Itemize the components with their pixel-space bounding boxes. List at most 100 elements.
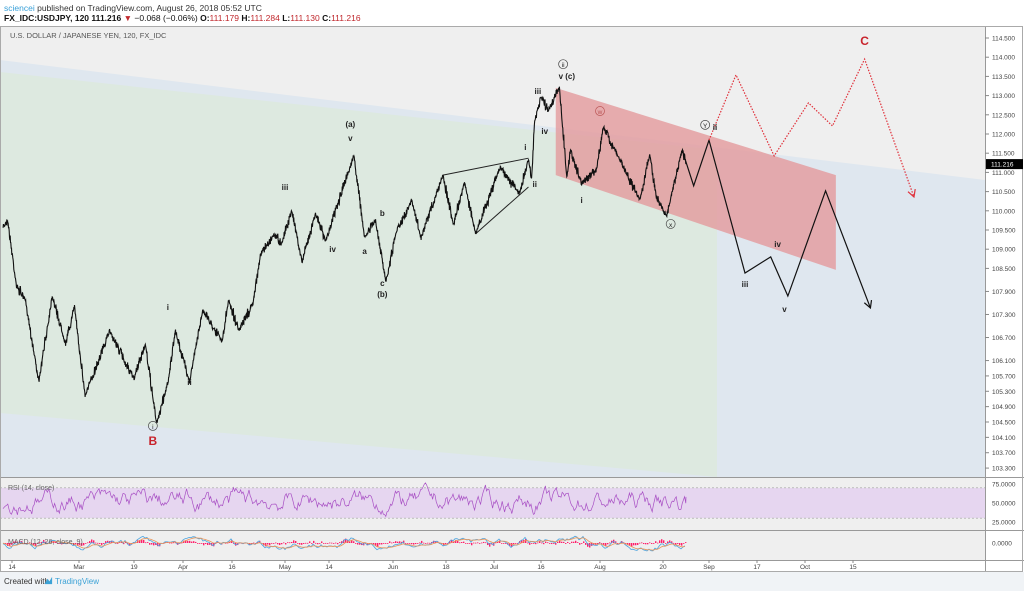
macd-histogram-bar <box>359 543 361 545</box>
macd-histogram-bar <box>77 543 79 546</box>
macd-histogram-bar <box>545 541 547 543</box>
close-label: C: <box>322 13 332 23</box>
macd-histogram-bar <box>205 543 207 545</box>
macd-pane[interactable] <box>0 531 985 560</box>
macd-histogram-bar <box>567 541 569 543</box>
macd-histogram-bar <box>149 543 151 545</box>
macd-histogram-bar <box>289 542 291 544</box>
macd-histogram-bar <box>155 543 157 545</box>
macd-histogram-bar <box>469 543 471 544</box>
publish-info: sciencei published on TradingView.com, A… <box>4 3 262 13</box>
macd-histogram-bar <box>355 543 357 544</box>
low-value: 111.130 <box>290 13 320 23</box>
macd-histogram-bar <box>105 541 107 543</box>
macd-histogram-bar <box>417 543 419 544</box>
macd-histogram-bar <box>649 542 651 544</box>
wave-label: iv <box>541 127 548 136</box>
macd-histogram-bar <box>33 543 35 546</box>
price-axis[interactable]: 114.500 114.000 113.500 113.000 112.500 112.0… <box>985 36 1023 473</box>
macd-histogram-bar <box>345 538 347 543</box>
macd-histogram-bar <box>425 543 427 544</box>
macd-histogram-bar <box>497 541 499 543</box>
macd-histogram-bar <box>195 541 197 543</box>
macd-histogram-bar <box>597 543 599 545</box>
macd-histogram-bar <box>191 541 193 543</box>
macd-histogram-bar <box>19 540 21 543</box>
macd-histogram-bar <box>377 543 379 547</box>
macd-histogram-bar <box>367 543 369 546</box>
wave-label: iii <box>282 183 289 192</box>
macd-histogram-bar <box>317 543 319 545</box>
wave-label: ii <box>187 378 191 387</box>
macd-histogram-bar <box>463 541 465 543</box>
rsi-tick-label: 25.0000 <box>992 520 1016 527</box>
macd-histogram-bar <box>295 540 297 543</box>
macd-histogram-bar <box>209 543 211 545</box>
macd-histogram-bar <box>83 543 85 546</box>
macd-histogram-bar <box>451 539 453 543</box>
time-tick-label: Jun <box>388 564 399 571</box>
macd-histogram-bar <box>461 542 463 543</box>
macd-histogram-bar <box>615 541 617 543</box>
price-tick-label: 113.500 <box>992 74 1015 81</box>
macd-histogram-bar <box>609 542 611 544</box>
macd-histogram-bar <box>533 543 535 544</box>
macd-histogram-bar <box>81 543 83 546</box>
macd-histogram-bar <box>531 543 533 544</box>
macd-histogram-bar <box>351 540 353 543</box>
macd-histogram-bar <box>299 543 301 545</box>
open-label: O: <box>200 13 210 23</box>
macd-histogram-bar <box>281 543 283 545</box>
macd-histogram-bar <box>13 541 15 543</box>
wave-label: i <box>167 303 169 312</box>
macd-histogram-bar <box>41 541 43 543</box>
macd-label: MACD (12, 26, close, 9) <box>8 539 83 546</box>
macd-histogram-bar <box>391 542 393 544</box>
macd-histogram-bar <box>79 543 81 546</box>
macd-histogram-bar <box>173 542 175 544</box>
time-axis[interactable]: 14 Mar 19 Apr 16 May 14 Jun 18 Jul 16 Aug 20 Sep 17 Oct… <box>8 560 857 571</box>
time-tick-label: 17 <box>753 564 761 571</box>
price-tick-label: 107.900 <box>992 289 1016 296</box>
footer: Created with TradingView <box>0 572 1024 591</box>
macd-histogram-bar <box>543 543 545 545</box>
wave-label: (b) <box>377 290 388 299</box>
price-tick-label: 114.000 <box>992 55 1015 62</box>
macd-histogram-bar <box>501 543 503 544</box>
macd-histogram-bar <box>153 543 155 546</box>
time-tick-label: 20 <box>659 564 667 571</box>
open-value: 111.179 <box>209 13 240 23</box>
macd-histogram-bar <box>189 540 191 543</box>
price-tick-label: 109.000 <box>992 247 1016 254</box>
macd-histogram-bar <box>513 543 515 545</box>
triangle-down-icon: ▼ <box>123 13 133 23</box>
macd-histogram-bar <box>413 543 415 545</box>
macd-histogram-bar <box>455 540 457 543</box>
macd-histogram-bar <box>125 541 127 543</box>
wave-circle-icon <box>147 421 158 431</box>
time-tick-label: 14 <box>8 564 16 571</box>
macd-histogram-bar <box>51 540 53 543</box>
macd-histogram-bar <box>31 543 33 545</box>
wave-label: B <box>149 434 158 448</box>
macd-histogram-bar <box>421 540 423 543</box>
price-tick-label: 106.100 <box>992 358 1016 365</box>
macd-histogram-bar <box>93 540 95 543</box>
macd-histogram-bar <box>683 543 685 544</box>
macd-histogram-bar <box>61 543 63 545</box>
wave-label: ii <box>562 62 565 69</box>
high-value: 111.284 <box>250 13 280 23</box>
macd-histogram-bar <box>655 541 657 543</box>
tradingview-link[interactable]: TradingView <box>55 577 100 586</box>
macd-histogram-bar <box>435 541 437 543</box>
macd-histogram-bar <box>659 540 661 543</box>
macd-histogram-bar <box>313 540 315 543</box>
macd-histogram-bar <box>641 542 643 544</box>
macd-histogram-bar <box>651 543 653 544</box>
publisher-link[interactable]: sciencei <box>4 3 35 13</box>
macd-histogram-bar <box>511 543 513 547</box>
wave-label: v <box>348 134 353 143</box>
macd-histogram-bar <box>63 543 65 544</box>
macd-histogram-bar <box>277 543 279 545</box>
